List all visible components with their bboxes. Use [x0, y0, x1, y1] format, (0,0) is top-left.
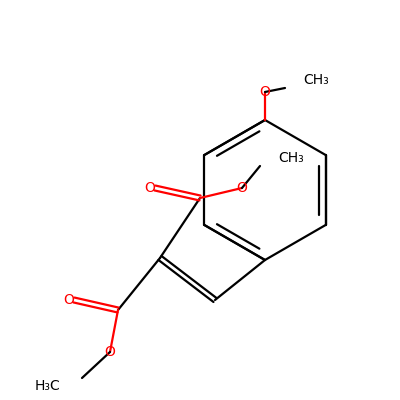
Text: H₃C: H₃C: [34, 379, 60, 393]
Text: O: O: [144, 181, 156, 195]
Text: CH₃: CH₃: [278, 151, 304, 165]
Text: O: O: [236, 181, 248, 195]
Text: O: O: [260, 85, 270, 99]
Text: O: O: [104, 345, 116, 359]
Text: O: O: [64, 293, 74, 307]
Text: CH₃: CH₃: [303, 73, 329, 87]
